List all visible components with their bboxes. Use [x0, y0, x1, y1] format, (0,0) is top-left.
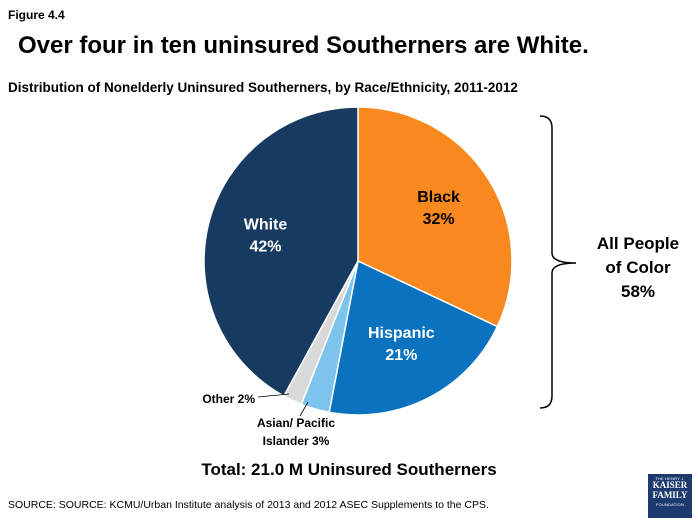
total-caption: Total: 21.0 M Uninsured Southerners [201, 460, 497, 479]
kff-logo: THE HENRY J. KAISER FAMILY FOUNDATION [648, 474, 692, 518]
leader-lines [257, 393, 309, 417]
slice-labels: Black 32% Hispanic 21% Asian/ Pacific Islande… [202, 189, 460, 448]
bracket-label-line1: All People [597, 234, 679, 253]
slice-label-asian-pacific-islander: Asian/ Pacific Islander 3% [257, 416, 335, 448]
source-note: SOURCE: SOURCE: KCMU/Urban Institute ana… [8, 499, 489, 511]
pie-slice-white [203, 106, 359, 397]
page-title: Over four in ten uninsured Southerners a… [18, 32, 589, 59]
bracket-label-line2: of Color [605, 258, 671, 277]
leader-line-asian-pacific-islander [299, 401, 309, 417]
pie-slice-hispanic [328, 259, 499, 416]
slice-label-other: Other 2% [202, 392, 255, 406]
pie-slice-black [357, 106, 513, 328]
slice-label-hispanic: Hispanic 21% [368, 325, 435, 364]
figure-label: Figure 4.4 [8, 8, 65, 22]
slice-label-black: Black 32% [417, 189, 460, 228]
leader-line-other [257, 393, 290, 398]
bracket-label-line3: 58% [621, 282, 655, 301]
bracket [539, 115, 577, 409]
pie-slices [203, 106, 513, 416]
slice-label-white: White 42% [244, 216, 288, 255]
chart-subtitle: Distribution of Nonelderly Uninsured Sou… [8, 80, 518, 95]
